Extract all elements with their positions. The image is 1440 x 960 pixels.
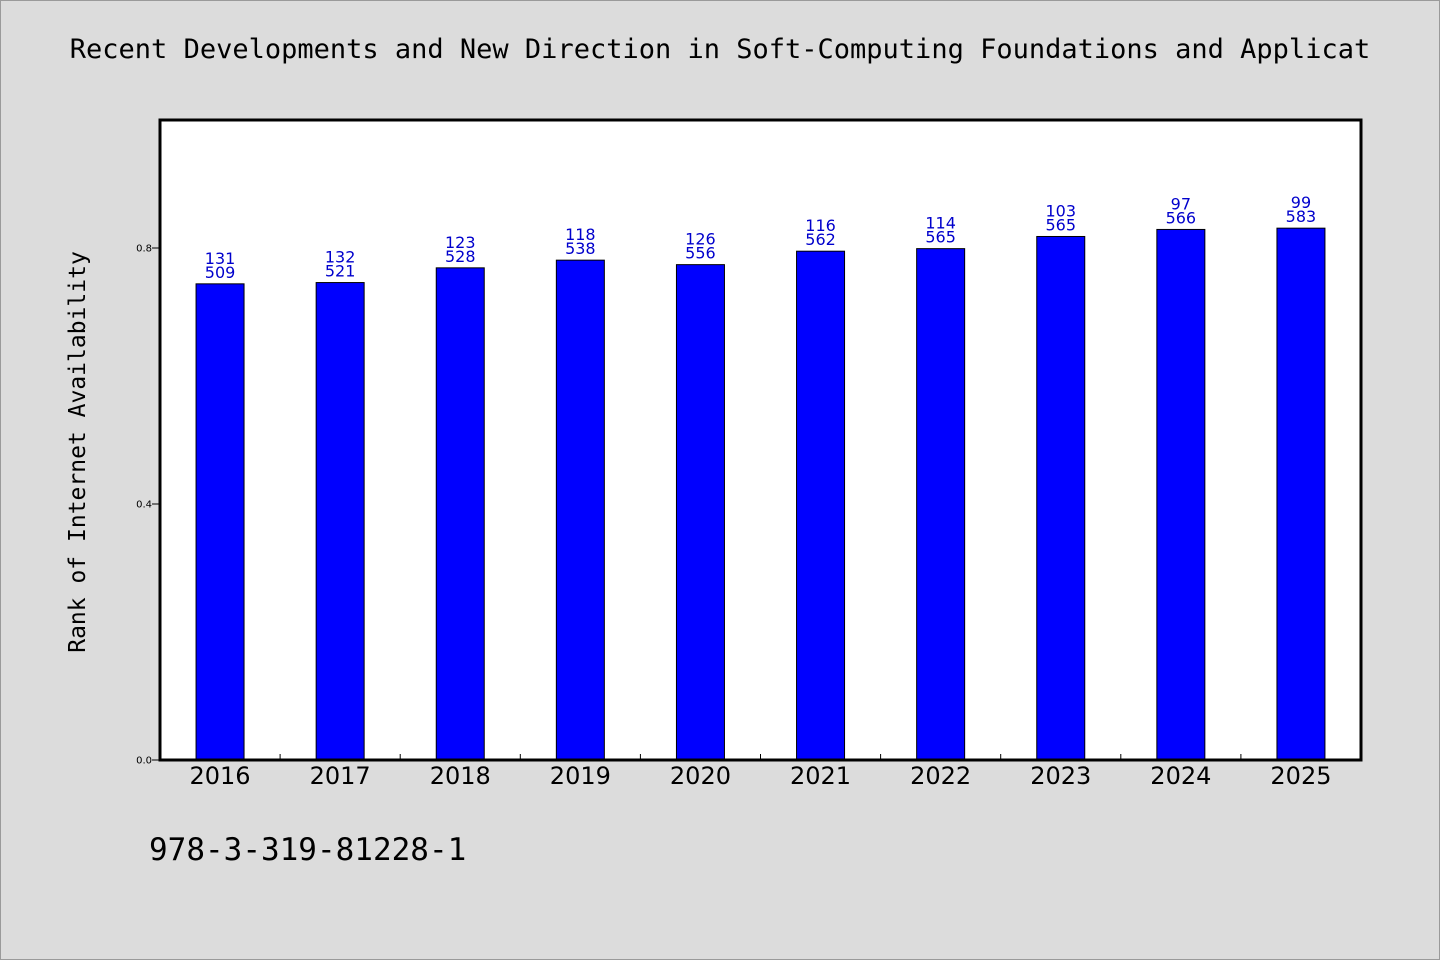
y-tick-label: 0.8 (136, 244, 152, 255)
x-tick-label: 2018 (430, 762, 491, 790)
bar-label-bottom: 556 (685, 244, 716, 263)
x-tick-label: 2019 (550, 762, 611, 790)
x-tick-label: 2016 (190, 762, 251, 790)
bar (1276, 227, 1326, 761)
x-tick-label: 2017 (310, 762, 371, 790)
bar-label-top: 118 (565, 225, 596, 244)
bar-label-top: 116 (805, 216, 836, 235)
chart-title: Recent Developments and New Direction in… (69, 34, 1371, 65)
bar-label-top: 114 (925, 214, 956, 233)
bar-label-bottom: 565 (1045, 215, 1076, 234)
bar-label-top: 126 (685, 230, 716, 249)
bar (435, 267, 485, 761)
bar (555, 259, 605, 761)
bar-label-bottom: 565 (925, 228, 956, 247)
bar (1156, 228, 1206, 761)
isbn-footnote: 978-3-319-81228-1 (149, 832, 467, 868)
x-tick-label: 2022 (910, 762, 971, 790)
bar (675, 264, 725, 761)
x-tick-label: 2025 (1270, 762, 1331, 790)
x-tick-label: 2024 (1150, 762, 1211, 790)
bar-label-top: 123 (445, 233, 476, 252)
bar-label-bottom: 509 (205, 263, 236, 282)
x-tick-label: 2023 (1030, 762, 1091, 790)
bar-label-top: 99 (1291, 193, 1311, 212)
x-tick-label: 2021 (790, 762, 851, 790)
bar-label-top: 131 (205, 249, 236, 268)
bar-label-bottom: 538 (565, 239, 596, 258)
bar-label-top: 97 (1171, 194, 1191, 213)
y-axis-label: Rank of Internet Availability (65, 251, 91, 653)
y-tick-label: 0.0 (136, 756, 152, 767)
bar-label-bottom: 562 (805, 230, 836, 249)
y-tick-label: 0.4 (136, 500, 152, 511)
bar (916, 248, 966, 761)
bar-label-bottom: 566 (1166, 208, 1197, 227)
plot-border (158, 118, 1363, 762)
bar (796, 250, 846, 761)
bar-label-top: 103 (1045, 201, 1076, 220)
bar-label-top: 132 (325, 248, 356, 267)
bar-label-bottom: 528 (445, 247, 476, 266)
bar (1036, 235, 1086, 761)
bar (195, 283, 245, 761)
bar-label-bottom: 521 (325, 262, 356, 281)
bar (315, 282, 365, 761)
bar-label-bottom: 583 (1286, 207, 1317, 226)
x-tick-label: 2020 (670, 762, 731, 790)
